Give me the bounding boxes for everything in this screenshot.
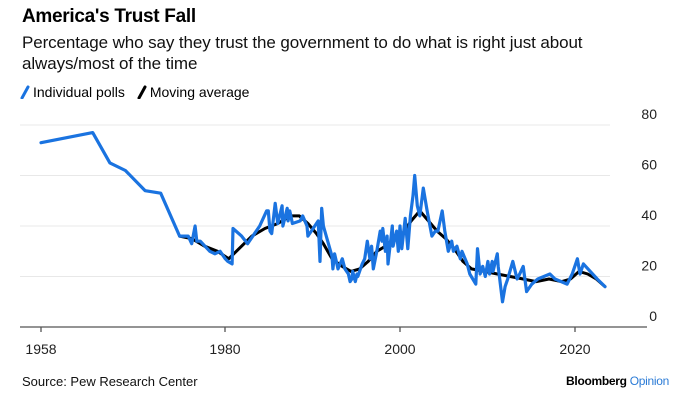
legend-swatch-moving-average xyxy=(137,85,147,99)
y-tick-label: 80 xyxy=(641,106,657,122)
x-tick-label: 1958 xyxy=(25,341,56,357)
y-tick-label: 40 xyxy=(641,207,657,223)
brand-accent: Opinion xyxy=(629,374,670,388)
x-tick-label: 2000 xyxy=(384,341,415,357)
y-tick-label: 20 xyxy=(641,258,657,274)
x-tick-label: 1980 xyxy=(209,341,240,357)
series-line-moving-average xyxy=(178,209,607,289)
chart-title: America's Trust Fall xyxy=(22,6,196,27)
y-axis-ticks: 0 20 40 60 80 xyxy=(641,106,657,324)
legend-item-individual-polls: Individual polls xyxy=(20,84,125,100)
legend-label-moving-average: Moving average xyxy=(149,84,250,100)
brand-main: Bloomberg xyxy=(566,374,627,388)
legend-swatch-individual-polls xyxy=(20,85,30,99)
chart-subtitle: Percentage who say they trust the govern… xyxy=(22,33,583,73)
brand-logo: Bloomberg Opinion xyxy=(566,374,669,388)
legend: Individual polls Moving average xyxy=(20,84,255,100)
x-tick-label: 2020 xyxy=(559,341,590,357)
y-tick-label: 60 xyxy=(641,157,657,173)
series-lines xyxy=(39,131,607,304)
gridlines xyxy=(20,124,610,277)
source-note: Source: Pew Research Center xyxy=(22,374,198,389)
legend-item-moving-average: Moving average xyxy=(137,84,250,100)
legend-label-individual-polls: Individual polls xyxy=(33,84,125,100)
series-line-individual-polls xyxy=(39,131,607,304)
x-axis: 1958 1980 2000 2020 xyxy=(20,326,647,357)
y-tick-label: 0 xyxy=(649,308,657,324)
